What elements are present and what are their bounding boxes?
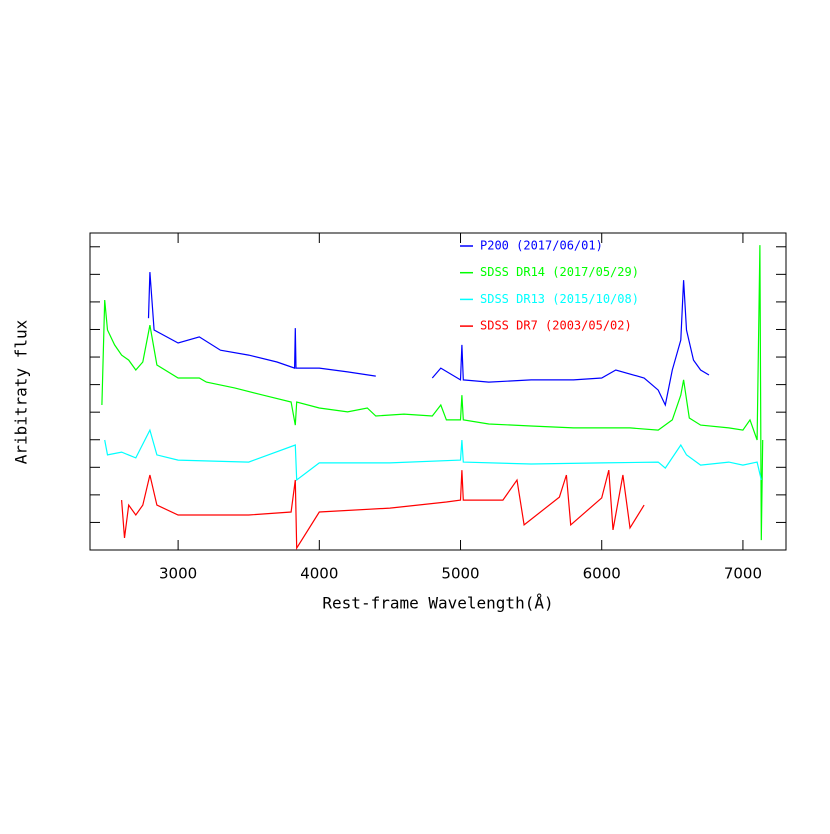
legend-label: SDSS DR13 (2015/10/08): [480, 292, 639, 306]
x-tick-label: 3000: [159, 565, 197, 583]
spectrum-line: [121, 469, 645, 551]
spectrum-line: [101, 245, 764, 541]
x-axis-label: Rest-frame Wavelength(Å): [322, 594, 553, 613]
spectrum-line: [147, 272, 710, 407]
legend-label: SDSS DR14 (2017/05/29): [480, 265, 639, 279]
y-axis-label: Aribitraty flux: [12, 319, 31, 464]
x-tick-label: 6000: [583, 565, 621, 583]
x-tick-label: 7000: [724, 565, 762, 583]
x-tick-label: 5000: [441, 565, 479, 583]
spectrum-line: [104, 428, 762, 482]
plot-frame: [89, 232, 787, 551]
x-tick-label: 4000: [300, 565, 338, 583]
legend-label: P200 (2017/06/01): [480, 239, 603, 253]
legend-label: SDSS DR7 (2003/05/02): [480, 319, 632, 333]
